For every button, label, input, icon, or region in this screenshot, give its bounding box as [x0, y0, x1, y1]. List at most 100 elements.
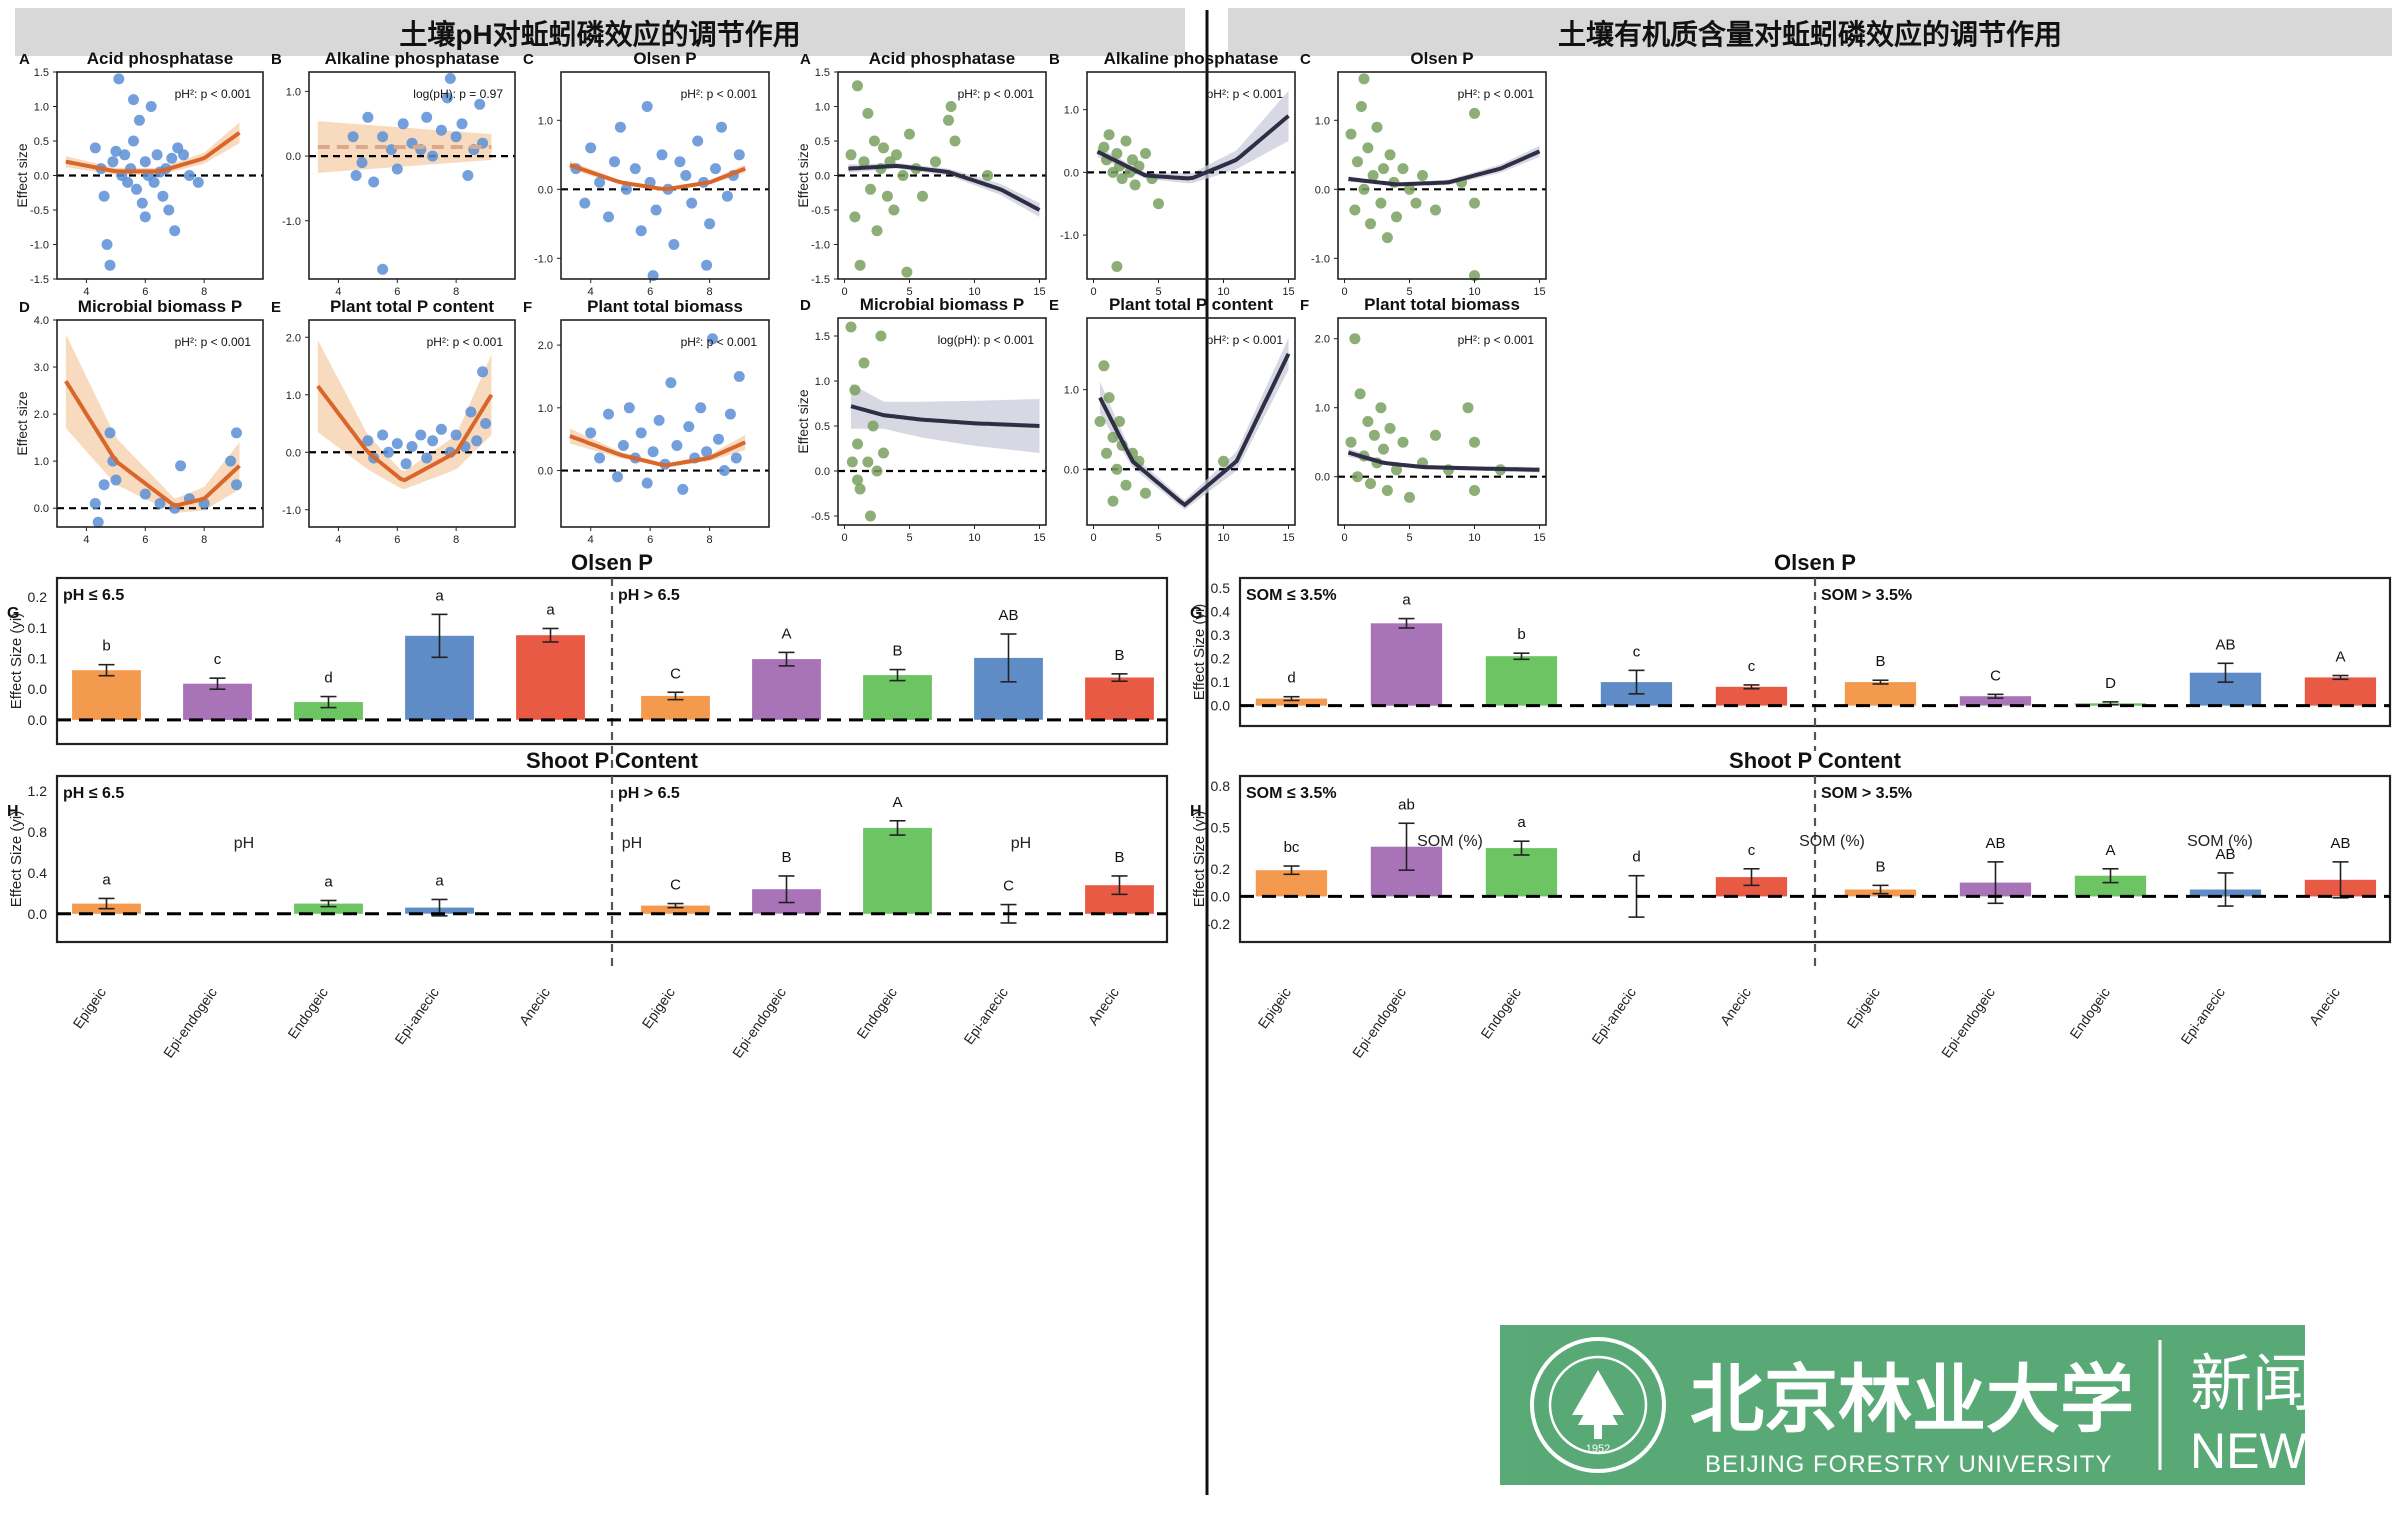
data-point: [139, 211, 151, 223]
x-tick-label: 10: [1217, 532, 1229, 544]
data-point: [377, 429, 389, 441]
data-point: [917, 190, 928, 202]
data-point: [391, 163, 403, 175]
bar: [2074, 875, 2147, 897]
panel-letter: G: [1190, 605, 1202, 622]
y-tick-label: 1.0: [286, 86, 301, 98]
bar: [1255, 698, 1328, 706]
data-point: [695, 402, 707, 414]
data-point: [1368, 429, 1380, 441]
data-point: [1349, 204, 1361, 216]
right-title-bar: [1228, 8, 2392, 56]
y-tick-label: 1.0: [815, 376, 830, 388]
panel-letter: E: [271, 299, 281, 316]
data-point: [579, 197, 591, 209]
panel-frame: [560, 319, 770, 528]
y-tick-label: 2.0: [34, 409, 49, 421]
data-point: [1410, 197, 1422, 209]
fit-curve: [316, 384, 494, 483]
data-point: [98, 479, 110, 491]
x-tick-label: 15: [1533, 532, 1545, 544]
data-point: [594, 176, 606, 188]
panel-title: Olsen P: [633, 49, 696, 68]
data-point: [183, 170, 195, 181]
x-tick-label: 8: [453, 534, 459, 546]
data-point: [897, 170, 909, 181]
data-point: [1120, 135, 1132, 147]
data-point: [1114, 416, 1125, 427]
data-point: [875, 330, 887, 342]
bar: [1715, 877, 1788, 897]
data-point: [721, 190, 733, 202]
y-tick-label: 0.0: [815, 466, 830, 478]
university-watermark: 1952 北京林业大学 BEIJING FORESTRY UNIVERSITY …: [1500, 1325, 2340, 1485]
data-point: [878, 447, 889, 459]
data-point: [1469, 436, 1480, 448]
x-tick-label: 8: [453, 286, 459, 298]
data-point: [865, 510, 876, 522]
watermark-name-cn: 北京林业大学: [1690, 1358, 2134, 1441]
data-point: [178, 149, 189, 161]
x-tick-label: 10: [1468, 286, 1480, 298]
y-tick-label: 4.0: [34, 315, 49, 327]
data-point: [629, 163, 641, 175]
data-point: [845, 321, 857, 333]
x-tick-label: 5: [906, 532, 912, 544]
data-point: [1384, 422, 1396, 434]
significance-letter: d: [1287, 670, 1295, 687]
data-point: [701, 259, 713, 271]
data-point: [594, 452, 606, 464]
data-point: [471, 435, 483, 447]
category-label: Endogeic: [2066, 985, 2113, 1042]
data-point: [427, 435, 439, 447]
y-tick-label: 1.5: [815, 67, 830, 79]
data-point: [444, 73, 456, 84]
x-tick-label: 15: [1282, 286, 1294, 298]
data-point: [128, 94, 139, 106]
data-point: [474, 98, 486, 110]
data-point: [881, 190, 893, 202]
data-point: [1120, 479, 1132, 491]
y-tick-label: 0.0: [28, 712, 48, 728]
data-point: [450, 429, 462, 441]
panel-frame: [1337, 317, 1547, 526]
significance-letter: B: [892, 643, 902, 660]
data-point: [1345, 128, 1357, 140]
scatter-panel-ph-D: D Microbial biomass P pH²: p < 0.001 0.0 1.0…: [14, 297, 264, 546]
data-point: [122, 176, 134, 188]
x-tick-label: 0: [1341, 286, 1347, 298]
category-label: Anecic: [1085, 985, 1122, 1029]
data-point: [1381, 232, 1393, 244]
data-point: [617, 440, 629, 451]
scatter-panel-som-C: C Olsen P pH²: p < 0.001 -1.0 0.0 1.0 0 5 10 15: [1300, 49, 1547, 298]
data-point: [943, 114, 954, 126]
data-point: [852, 474, 863, 486]
data-point: [421, 111, 433, 123]
data-point: [350, 170, 362, 181]
data-point: [849, 384, 861, 396]
data-point: [441, 92, 453, 104]
y-tick-label: 2.0: [1315, 334, 1330, 346]
data-point: [92, 516, 104, 528]
x-tick-label: 4: [83, 534, 89, 546]
bar-panel-ph-H: Shoot P Content HpH ≤ 6.5 pH > 6.5 0.0 0.4 0.…: [7, 748, 1169, 1061]
y-tick-label: 0.4: [28, 865, 48, 881]
category-label: Epigeic: [1255, 985, 1294, 1032]
data-point: [852, 80, 863, 92]
group-label: SOM > 3.5%: [1821, 587, 1912, 604]
x-tick-label: 0: [841, 286, 847, 298]
significance-letter: a: [324, 873, 333, 890]
data-point: [377, 263, 389, 275]
y-tick-label: -1.0: [1311, 253, 1330, 265]
category-label: Epigeic: [70, 985, 109, 1032]
data-point: [1352, 471, 1363, 483]
panel-letter: E: [1049, 297, 1059, 314]
data-point: [1103, 392, 1115, 404]
y-tick-label: 1.0: [1064, 385, 1079, 397]
y-tick-label: 0.0: [1064, 464, 1079, 476]
scatter-panel-ph-F: F Plant total biomass pH²: p < 0.001 0.0 1.0…: [523, 297, 770, 546]
bar: [1844, 682, 1917, 706]
data-point: [104, 259, 116, 271]
data-point: [1391, 464, 1402, 476]
